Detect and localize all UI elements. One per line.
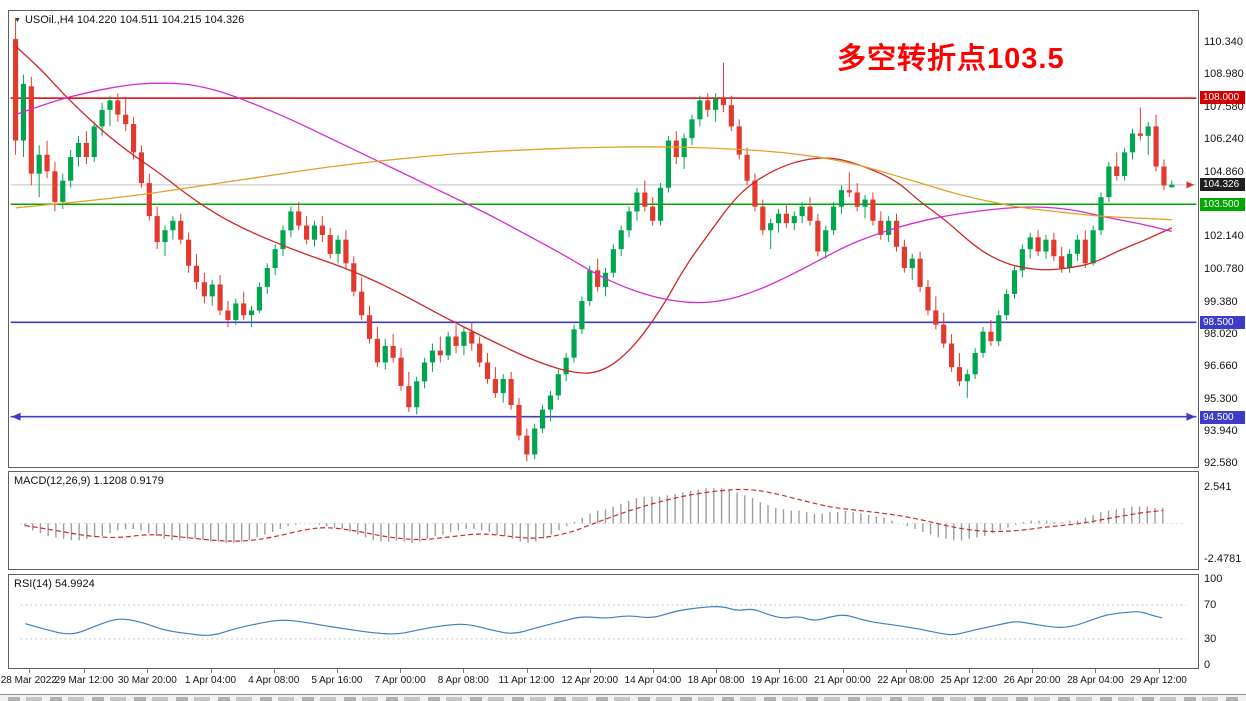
clipped-tab-text (8, 697, 1238, 701)
main-chart-panel[interactable]: ▼ USOil.,H4 104.220 104.511 104.215 104.3… (8, 10, 1199, 468)
time-tick (400, 669, 402, 673)
time-tick (1158, 669, 1160, 673)
macd-canvas[interactable] (9, 472, 1198, 569)
time-tick (1032, 669, 1034, 673)
macd-label: MACD(12,26,9) 1.1208 0.9179 (14, 475, 164, 487)
time-tick (842, 669, 844, 673)
time-label: 18 Apr 08:00 (687, 675, 745, 686)
price-axis[interactable]: 110.340108.980107.580106.240104.860103.4… (1200, 0, 1246, 701)
time-tick (336, 669, 338, 673)
ma-red-line (15, 45, 1173, 374)
rsi-panel[interactable]: RSI(14) 54.9924 (8, 574, 1199, 669)
candles (12, 17, 1175, 462)
price-tick: 98.020 (1204, 328, 1238, 341)
time-label: 1 Apr 04:00 (184, 675, 237, 686)
rsi-tick: 100 (1204, 573, 1223, 585)
time-tick (463, 669, 465, 673)
time-label: 12 Apr 20:00 (561, 675, 619, 686)
macd-panel[interactable]: MACD(12,26,9) 1.1208 0.9179 (8, 471, 1199, 570)
price-tick: 104.860 (1204, 165, 1244, 178)
time-tick (905, 669, 907, 673)
time-label: 4 Apr 08:00 (248, 675, 300, 686)
time-tick (716, 669, 718, 673)
time-tick (652, 669, 654, 673)
time-axis[interactable]: 28 Mar 2022 29 Mar 12:00 30 Mar 20:00 1 Apr… (1, 669, 1199, 694)
time-tick (273, 669, 275, 673)
price-tick: 107.580 (1204, 101, 1244, 114)
hline-left-arrow-icon (11, 412, 21, 421)
price-tick: 106.240 (1204, 133, 1244, 146)
time-label: 11 Apr 12:00 (498, 675, 555, 686)
time-label: 30 Mar 20:00 (117, 675, 177, 686)
annotation-text[interactable]: 多空转折点103.5 (837, 43, 1065, 75)
time-tick (1095, 669, 1097, 673)
time-tick (84, 669, 86, 673)
rsi-tick: 0 (1204, 659, 1211, 671)
rsi-tick: 30 (1204, 633, 1217, 646)
time-label: 21 Apr 00:00 (814, 675, 871, 686)
hline-right-arrow-icon (1186, 412, 1196, 421)
ma-orange-line (15, 146, 1172, 221)
price-tick: 92.580 (1204, 457, 1238, 469)
macd-tick: -2.4781 (1204, 553, 1242, 565)
time-label: 22 Apr 08:00 (877, 675, 935, 686)
macd-histogram (24, 488, 1164, 544)
time-tick (28, 669, 30, 673)
symbol-ohlc-label: ▼ USOil.,H4 104.220 104.511 104.215 104.3… (14, 14, 244, 26)
time-label: 26 Apr 20:00 (1003, 675, 1061, 686)
time-label: 14 Apr 04:00 (624, 675, 682, 686)
rsi-label: RSI(14) 54.9924 (14, 578, 95, 590)
symbol-marker-icon: ▼ (14, 16, 21, 24)
time-tick (526, 669, 528, 673)
rsi-line (25, 606, 1163, 636)
time-label: 8 Apr 08:00 (437, 675, 489, 686)
macd-tick: 2.541 (1204, 481, 1232, 493)
price-tag-current: 104.326 (1200, 178, 1245, 192)
macd-signal-line (24, 488, 1163, 542)
rsi-canvas[interactable] (9, 575, 1198, 668)
time-tick (779, 669, 781, 673)
price-tick: 95.300 (1204, 392, 1238, 405)
moving-averages (15, 45, 1173, 374)
time-label: 19 Apr 16:00 (750, 675, 808, 686)
price-tick: 108.980 (1204, 68, 1244, 81)
time-label: 29 Apr 12:00 (1130, 675, 1187, 686)
price-tick: 93.940 (1204, 424, 1238, 437)
time-tick (589, 669, 591, 673)
time-label: 29 Mar 12:00 (54, 675, 114, 686)
price-tick: 100.780 (1204, 262, 1244, 275)
price-tick: 96.660 (1204, 360, 1238, 373)
price-tag-108.000: 108.000 (1200, 90, 1245, 104)
time-tick (147, 669, 149, 673)
symbol-ohlc-text: USOil.,H4 104.220 104.511 104.215 104.32… (24, 14, 245, 27)
ma-magenta-line (15, 82, 1172, 304)
main-chart-canvas[interactable] (9, 11, 1198, 467)
price-tag-98.500: 98.500 (1200, 316, 1245, 330)
rsi-tick: 70 (1204, 598, 1217, 611)
time-tick (968, 669, 970, 673)
price-tick: 102.140 (1204, 230, 1244, 243)
price-tick: 110.340 (1204, 36, 1243, 48)
bid-arrow-icon (1186, 181, 1195, 189)
price-tick: 99.380 (1204, 295, 1238, 308)
time-label: 28 Apr 04:00 (1066, 675, 1124, 686)
bottom-tab-strip[interactable] (0, 694, 1246, 701)
time-tick (210, 669, 212, 673)
price-tag-103.500: 103.500 (1200, 197, 1245, 211)
time-label: 25 Apr 12:00 (940, 675, 998, 686)
time-label: 7 Apr 00:00 (374, 675, 426, 686)
time-label: 5 Apr 16:00 (311, 675, 363, 686)
time-label: 28 Mar 2022 (0, 675, 57, 686)
price-tag-94.500: 94.500 (1200, 410, 1245, 424)
